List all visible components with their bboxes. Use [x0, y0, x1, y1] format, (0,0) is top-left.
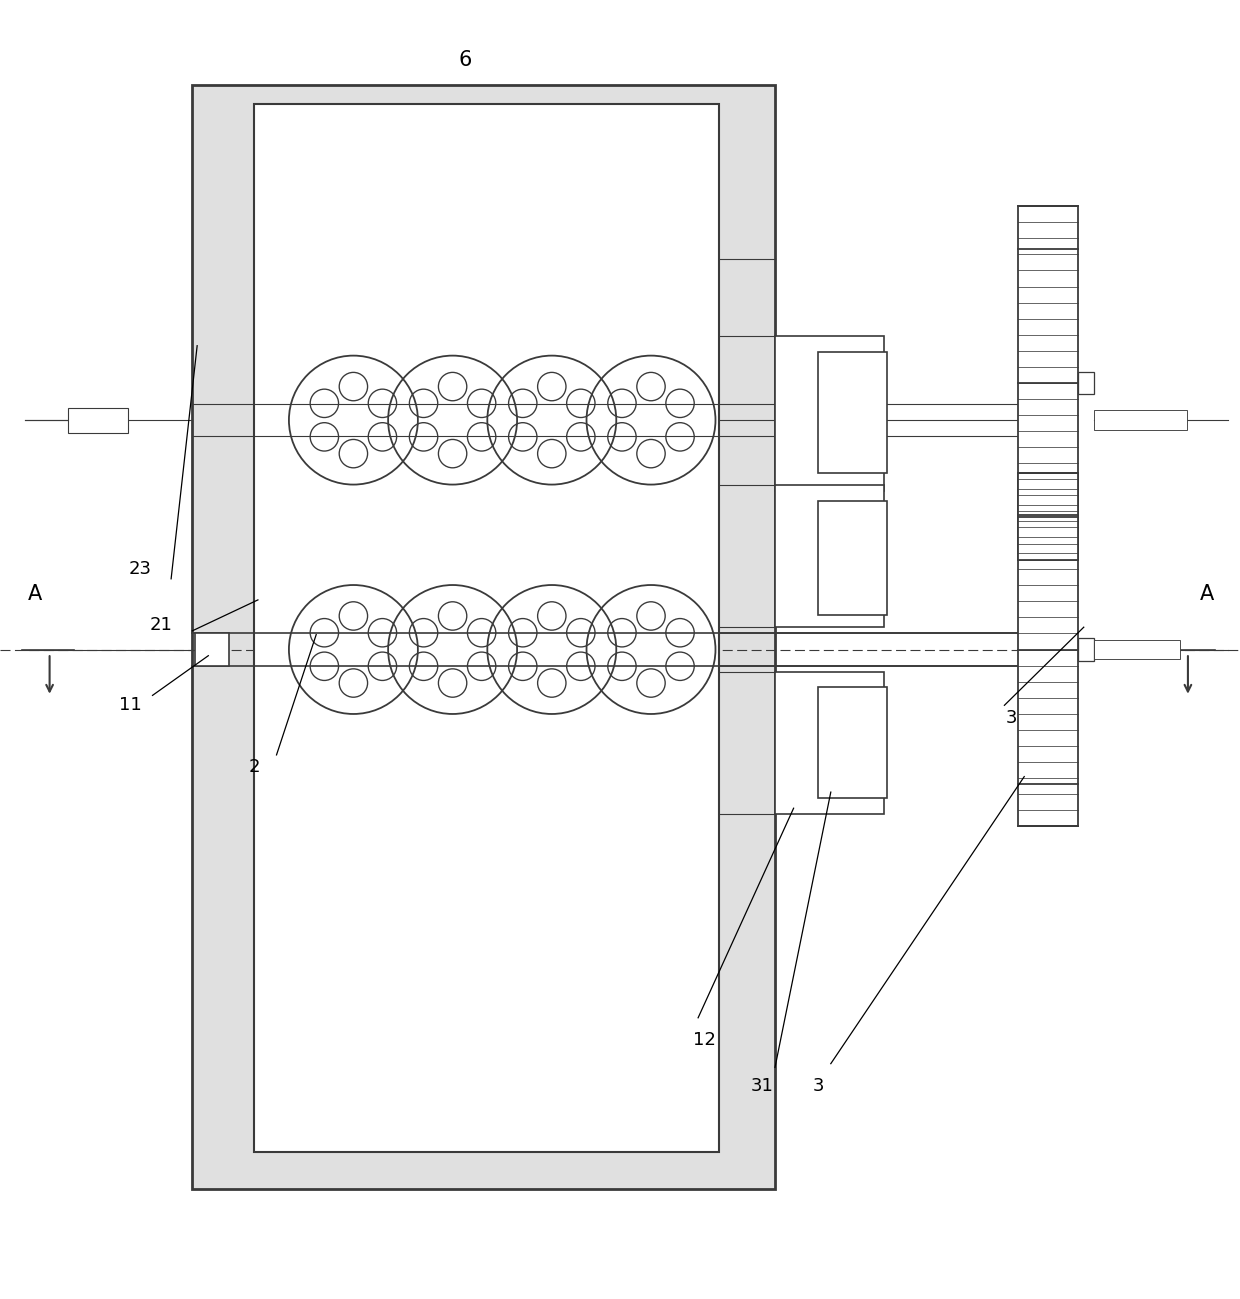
Bar	[1094, 639, 1180, 660]
Bar	[192, 86, 775, 1189]
Bar	[775, 485, 884, 627]
Bar	[1018, 207, 1078, 560]
Text: 12: 12	[693, 1031, 715, 1050]
Bar	[1094, 410, 1187, 430]
Text: 21: 21	[150, 616, 172, 634]
Text: 3: 3	[812, 1077, 825, 1095]
Text: 11: 11	[119, 696, 141, 714]
Text: 6: 6	[459, 51, 471, 70]
Text: 31: 31	[751, 1077, 774, 1095]
Text: 23: 23	[129, 560, 151, 578]
Bar	[1078, 372, 1094, 394]
Bar	[68, 408, 128, 433]
Bar	[1018, 473, 1078, 826]
Text: 2: 2	[248, 759, 260, 777]
Text: A: A	[27, 583, 42, 604]
Text: A: A	[1199, 583, 1214, 604]
Bar	[1078, 638, 1094, 661]
Bar	[818, 352, 887, 473]
Bar	[818, 500, 887, 614]
Text: 32: 32	[1006, 709, 1028, 726]
Bar	[775, 672, 884, 814]
Bar	[775, 335, 884, 491]
Bar	[818, 687, 887, 799]
Bar	[195, 634, 229, 665]
Bar	[254, 104, 719, 1152]
